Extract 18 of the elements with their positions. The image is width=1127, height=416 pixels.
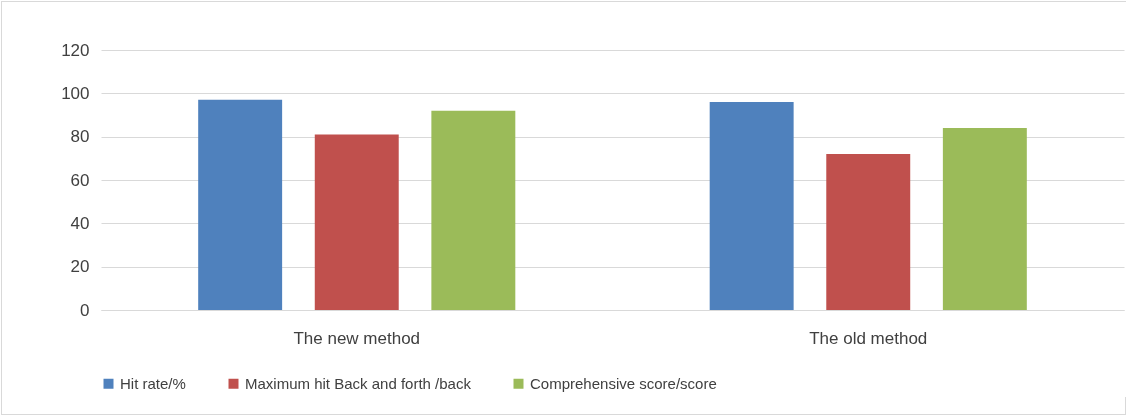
legend-label: Hit rate/% [120, 374, 186, 392]
y-tick-label: 20 [70, 257, 90, 277]
bar [826, 154, 911, 310]
legend-label: Comprehensive score/score [530, 374, 717, 392]
bar [198, 99, 283, 310]
y-tick-label: 60 [70, 170, 90, 190]
bar [431, 110, 516, 310]
y-tick-label: 80 [70, 127, 90, 147]
bar [314, 134, 399, 310]
x-tick-label: The new method [293, 328, 421, 348]
bar [942, 128, 1027, 310]
y-tick-label: 40 [70, 213, 90, 233]
y-tick-label: 0 [80, 300, 90, 320]
y-tick-label: 100 [61, 83, 90, 103]
legend-label: Maximum hit Back and forth /back [245, 374, 472, 392]
bar [709, 102, 794, 310]
x-tick-label: The old method [809, 328, 928, 348]
y-tick-label: 120 [61, 40, 90, 60]
